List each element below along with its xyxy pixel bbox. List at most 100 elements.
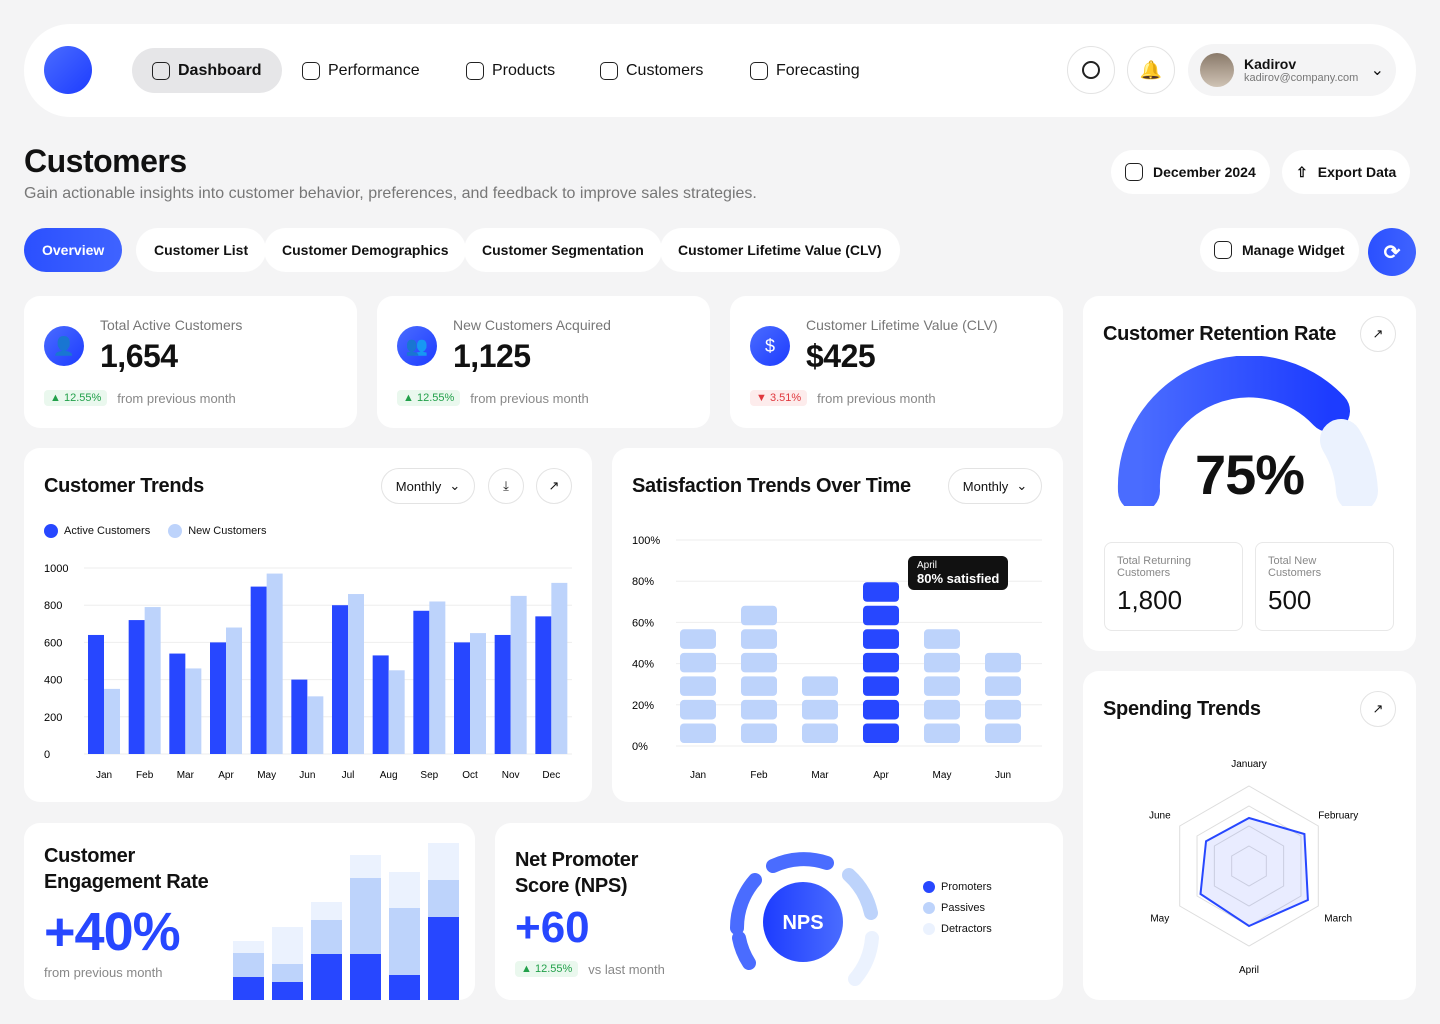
- arrow-up-right-icon: ↗: [1372, 326, 1384, 341]
- legend-item: Detractors: [923, 923, 992, 935]
- bar-active: [372, 655, 389, 754]
- change-value: 12.55%: [534, 963, 573, 975]
- detractors-arc: [848, 931, 879, 986]
- retention-value: 75%: [1194, 443, 1305, 506]
- refresh-button[interactable]: ⟳: [1368, 228, 1416, 276]
- x-tick: May: [933, 770, 952, 781]
- y-tick: 0: [44, 749, 50, 761]
- tab-4[interactable]: Customer Lifetime Value (CLV): [660, 228, 900, 272]
- y-tick: 80%: [632, 576, 654, 588]
- engagement-segment: [233, 953, 264, 977]
- radar-grid: [1231, 845, 1267, 887]
- chevron-down-icon: ⌄: [1370, 62, 1384, 79]
- x-tick: Sep: [420, 770, 438, 781]
- x-tick: Dec: [542, 770, 560, 781]
- value: 1,800: [1117, 585, 1183, 615]
- change-badge: ▲ 12.55%: [515, 961, 579, 977]
- gauge-rest: [1320, 419, 1378, 506]
- label: Total Returning Customers: [1117, 555, 1191, 579]
- legend-active: Active Customers: [44, 524, 150, 538]
- satisfaction-block: [863, 582, 899, 602]
- promoters-arc: [729, 873, 762, 935]
- expand-button[interactable]: ↗: [1360, 316, 1396, 352]
- bar-new: [510, 595, 527, 754]
- nav-dashboard[interactable]: Dashboard: [132, 48, 282, 93]
- nav-customers[interactable]: Customers: [580, 48, 723, 93]
- engagement-segment: [389, 908, 420, 975]
- nps-chart: NPS: [729, 852, 879, 986]
- tab-0[interactable]: Overview: [24, 228, 123, 272]
- user-menu[interactable]: Kadirov kadirov@company.com ⌄: [1188, 44, 1396, 96]
- stat-card: 👥 New Customers Acquired 1,125 ▲ 12.55% f…: [377, 296, 710, 428]
- y-tick: 20%: [632, 700, 654, 712]
- bar-new: [348, 594, 364, 754]
- bar-new: [307, 696, 324, 754]
- logo[interactable]: [44, 46, 92, 94]
- tooltip-title: April: [917, 560, 938, 571]
- x-tick: Oct: [462, 770, 478, 781]
- satisfaction-block: [741, 676, 777, 696]
- bar-active: [413, 610, 430, 754]
- retention-card: Customer Retention Rate ↗ 75% Total Retu…: [1083, 296, 1416, 651]
- promoters-arc: [766, 852, 834, 873]
- y-tick: 0%: [632, 741, 648, 753]
- engagement-segment: [428, 880, 459, 917]
- nav-forecasting[interactable]: Forecasting: [730, 48, 880, 93]
- bar-new: [429, 601, 446, 754]
- engagement-note: from previous month: [44, 965, 163, 980]
- notifications-button[interactable]: 🔔: [1127, 46, 1175, 94]
- nav-products[interactable]: Products: [446, 48, 575, 93]
- satisfaction-block: [680, 676, 716, 696]
- bar-new: [185, 668, 202, 754]
- change-badge: ▼ 3.51%: [750, 390, 808, 406]
- legend-label: Passives: [941, 902, 986, 914]
- arrow-up-right-icon: ↗: [548, 478, 560, 493]
- expand-button[interactable]: ↗: [1360, 691, 1396, 727]
- nav-label: Customers: [626, 61, 704, 79]
- y-tick: 100%: [632, 535, 660, 547]
- bar-active: [332, 605, 348, 754]
- tab-3[interactable]: Customer Segmentation: [464, 228, 662, 272]
- chevron-down-icon: ⌄: [449, 478, 461, 493]
- bar-new: [470, 633, 486, 754]
- manage-widget-button[interactable]: Manage Widget: [1200, 228, 1359, 272]
- y-tick: 200: [44, 712, 62, 724]
- satisfaction-block: [680, 723, 716, 743]
- nav-label: Forecasting: [776, 61, 860, 79]
- nav-label: Dashboard: [178, 61, 262, 79]
- period-dropdown[interactable]: Monthly ⌄: [381, 468, 475, 504]
- engagement-segment: [350, 878, 381, 954]
- value: 500: [1268, 585, 1312, 615]
- tab-2[interactable]: Customer Demographics: [264, 228, 467, 272]
- y-tick: 40%: [632, 659, 654, 671]
- users-icon: 👥: [397, 326, 437, 366]
- satisfaction-block: [985, 723, 1021, 743]
- date-picker[interactable]: December 2024: [1111, 150, 1270, 194]
- satisfaction-block: [680, 629, 716, 649]
- change-badge: ▲ 12.55%: [44, 390, 108, 406]
- x-tick: Jan: [690, 770, 706, 781]
- change-value: 12.55%: [416, 392, 455, 404]
- page-subtitle: Gain actionable insights into customer b…: [24, 185, 757, 202]
- expand-button[interactable]: ↗: [536, 468, 572, 504]
- x-tick: Jun: [299, 770, 315, 781]
- period-dropdown[interactable]: Monthly ⌄: [948, 468, 1042, 504]
- grid-icon: [152, 61, 170, 80]
- nav-performance[interactable]: Performance: [282, 48, 440, 93]
- tab-1[interactable]: Customer List: [136, 228, 267, 272]
- satisfaction-block: [863, 652, 899, 673]
- new-box: Total New Customers 500: [1255, 542, 1394, 631]
- download-button[interactable]: ⤓: [488, 468, 524, 504]
- legend-label: Detractors: [941, 923, 992, 935]
- returning-box: Total Returning Customers 1,800: [1104, 542, 1243, 631]
- legend-item: Passives: [923, 902, 992, 914]
- satisfaction-block: [680, 652, 716, 673]
- satisfaction-block: [924, 723, 960, 743]
- search-button[interactable]: [1067, 46, 1115, 94]
- export-button[interactable]: ⇧ Export Data: [1282, 150, 1411, 194]
- engagement-segment: [428, 917, 459, 1000]
- satisfaction-block: [924, 652, 960, 673]
- search-icon: [1082, 61, 1100, 79]
- radar-label: April: [1239, 965, 1259, 976]
- bar-active: [535, 616, 552, 754]
